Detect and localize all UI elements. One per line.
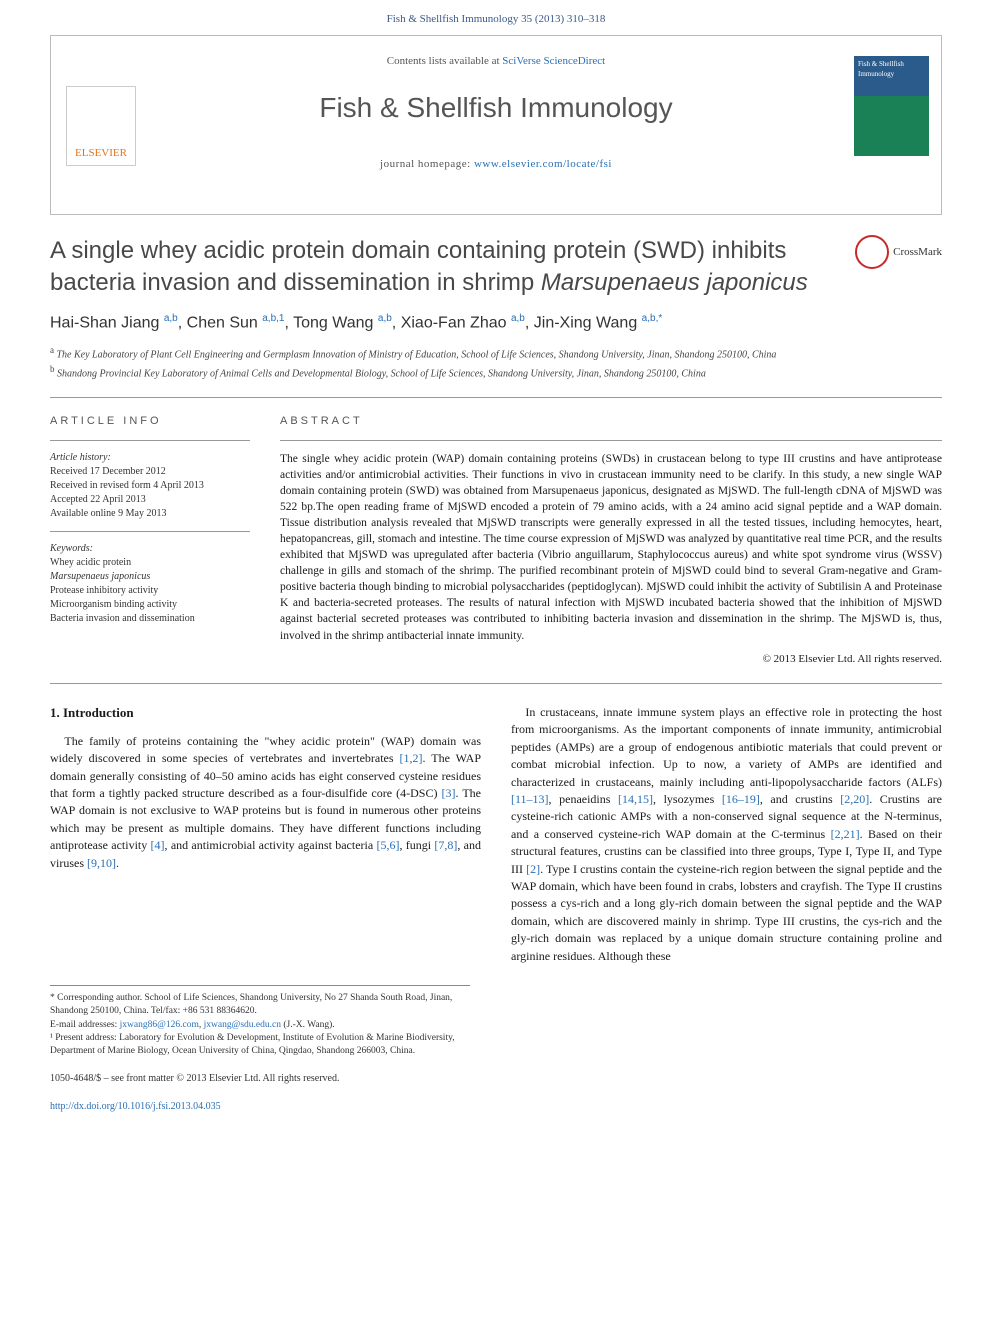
homepage-link[interactable]: www.elsevier.com/locate/fsi bbox=[474, 158, 612, 170]
divider bbox=[50, 683, 942, 684]
divider bbox=[50, 397, 942, 398]
keyword: Bacteria invasion and dissemination bbox=[50, 612, 250, 626]
contents-list-line: Contents lists available at SciVerse Sci… bbox=[51, 36, 941, 69]
corresponding-author: * Corresponding author. School of Life S… bbox=[50, 992, 470, 1019]
title-species: Marsupenaeus japonicus bbox=[541, 269, 808, 296]
masthead: ELSEVIER Fish & Shellfish Immunology Con… bbox=[50, 35, 942, 215]
abstract-text: The single whey acidic protein (WAP) dom… bbox=[280, 451, 942, 644]
journal-cover-thumb: Fish & Shellfish Immunology bbox=[854, 56, 929, 156]
paragraph: The family of proteins containing the "w… bbox=[50, 733, 481, 872]
article-info-label: ARTICLE INFO bbox=[50, 414, 250, 429]
affiliations: a The Key Laboratory of Plant Cell Engin… bbox=[50, 344, 942, 381]
elsevier-logo: ELSEVIER bbox=[66, 86, 136, 166]
email-link[interactable]: jxwang@sdu.edu.cn bbox=[204, 1020, 281, 1030]
section-heading: 1. Introduction bbox=[50, 704, 481, 723]
crossmark-icon bbox=[855, 235, 889, 269]
email-label: E-mail addresses: bbox=[50, 1020, 120, 1030]
affiliation-b: b Shandong Provincial Key Laboratory of … bbox=[50, 363, 942, 381]
email-link[interactable]: jxwang86@126.com bbox=[120, 1020, 199, 1030]
email-line: E-mail addresses: jxwang86@126.com, jxwa… bbox=[50, 1019, 470, 1032]
abstract-label: ABSTRACT bbox=[280, 414, 942, 429]
email-suffix: (J.-X. Wang). bbox=[283, 1020, 334, 1030]
page-citation: Fish & Shellfish Immunology 35 (2013) 31… bbox=[0, 0, 992, 35]
paragraph: In crustaceans, innate immune system pla… bbox=[511, 704, 942, 965]
keywords-label: Keywords: bbox=[50, 542, 250, 556]
history-received: Received 17 December 2012 bbox=[50, 465, 250, 479]
footnotes: * Corresponding author. School of Life S… bbox=[50, 985, 470, 1058]
history-label: Article history: bbox=[50, 451, 250, 465]
article-info-sidebar: ARTICLE INFO Article history: Received 1… bbox=[50, 414, 250, 667]
article-block: A single whey acidic protein domain cont… bbox=[50, 235, 942, 965]
column-left: 1. Introduction The family of proteins c… bbox=[50, 704, 481, 965]
crossmark-badge[interactable]: CrossMark bbox=[855, 235, 942, 269]
keyword: Whey acidic protein bbox=[50, 556, 250, 570]
body-columns: 1. Introduction The family of proteins c… bbox=[50, 704, 942, 965]
doi-link[interactable]: http://dx.doi.org/10.1016/j.fsi.2013.04.… bbox=[50, 1101, 221, 1112]
article-title: A single whey acidic protein domain cont… bbox=[50, 235, 835, 297]
contents-prefix: Contents lists available at bbox=[387, 55, 502, 67]
authors-list: Hai-Shan Jiang a,b, Chen Sun a,b,1, Tong… bbox=[50, 312, 942, 335]
keyword: Protease inhibitory activity bbox=[50, 584, 250, 598]
column-right: In crustaceans, innate immune system pla… bbox=[511, 704, 942, 965]
crossmark-label: CrossMark bbox=[893, 245, 942, 260]
homepage-prefix: journal homepage: bbox=[380, 158, 474, 170]
journal-name: Fish & Shellfish Immunology bbox=[51, 88, 941, 127]
keyword: Microorganism binding activity bbox=[50, 598, 250, 612]
keyword: Marsupenaeus japonicus bbox=[50, 570, 250, 584]
footer-front-matter: 1050-4648/$ – see front matter © 2013 El… bbox=[50, 1072, 942, 1086]
abstract-block: ABSTRACT The single whey acidic protein … bbox=[280, 414, 942, 667]
footer-doi: http://dx.doi.org/10.1016/j.fsi.2013.04.… bbox=[50, 1100, 942, 1114]
affiliation-a: a The Key Laboratory of Plant Cell Engin… bbox=[50, 344, 942, 362]
present-address: ¹ Present address: Laboratory for Evolut… bbox=[50, 1032, 470, 1059]
history-online: Available online 9 May 2013 bbox=[50, 507, 250, 521]
sciencedirect-link[interactable]: SciVerse ScienceDirect bbox=[502, 55, 605, 67]
journal-homepage: journal homepage: www.elsevier.com/locat… bbox=[51, 157, 941, 172]
history-revised: Received in revised form 4 April 2013 bbox=[50, 479, 250, 493]
history-accepted: Accepted 22 April 2013 bbox=[50, 493, 250, 507]
copyright: © 2013 Elsevier Ltd. All rights reserved… bbox=[280, 652, 942, 667]
